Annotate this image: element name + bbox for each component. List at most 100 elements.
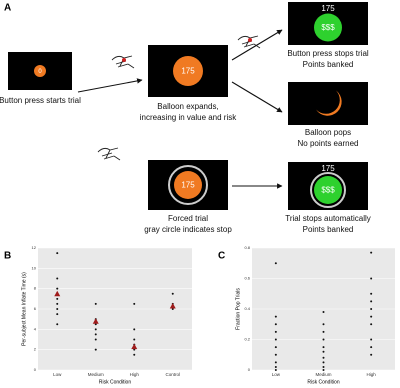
stop-ring — [310, 172, 346, 208]
data-point — [274, 361, 277, 364]
data-point — [56, 313, 59, 316]
balloon-value: $$$ — [321, 23, 335, 32]
data-point — [56, 297, 59, 300]
data-point — [322, 330, 325, 333]
mean-marker — [92, 318, 99, 324]
data-point — [370, 251, 373, 254]
data-point — [274, 346, 277, 349]
balloon — [174, 171, 202, 199]
data-point — [56, 277, 59, 280]
data-point — [370, 300, 373, 303]
x-tick-label: Medium — [88, 372, 104, 377]
hand-icon — [97, 147, 121, 161]
arrows — [77, 29, 283, 189]
caption: Forced trial — [168, 214, 208, 223]
panel-label: C — [218, 251, 225, 262]
balloon — [34, 65, 46, 77]
y-tick-label: 8 — [34, 286, 37, 291]
data-point — [322, 361, 325, 364]
x-tick-label: High — [130, 372, 140, 377]
caption: No points earned — [298, 139, 359, 148]
y-tick-label: 4 — [34, 326, 37, 331]
data-point — [94, 328, 97, 331]
y-tick-label: 0.6 — [244, 276, 250, 281]
arrow — [231, 81, 283, 113]
screen-top-value: 175 — [321, 4, 335, 13]
caption: Points banked — [303, 225, 354, 234]
y-tick-label: 12 — [32, 245, 37, 250]
caption: Balloon pops — [305, 128, 351, 137]
x-axis-label: Risk Condition — [307, 379, 339, 385]
panel-label: A — [4, 3, 11, 14]
y-axis-label: Fraction Pop Trials — [235, 288, 241, 330]
data-point — [94, 323, 97, 326]
stop-ring — [168, 165, 208, 205]
y-tick-label: 0.8 — [244, 245, 250, 250]
data-point — [171, 292, 174, 295]
y-tick-label: 0.4 — [244, 306, 250, 311]
data-point — [94, 348, 97, 351]
data-point — [274, 353, 277, 356]
balloon — [314, 176, 342, 204]
hand-icon — [111, 55, 135, 69]
data-point — [274, 330, 277, 333]
data-point — [370, 315, 373, 318]
data-point — [370, 292, 373, 295]
data-point — [274, 365, 277, 368]
data-point — [322, 350, 325, 353]
caption: Points banked — [303, 60, 354, 69]
data-point — [322, 369, 325, 371]
x-axis-label: Risk Condition — [99, 379, 131, 385]
caption: gray circle indicates stop — [144, 225, 232, 234]
balloon-value: $$$ — [321, 186, 335, 195]
data-point — [274, 338, 277, 341]
data-point — [322, 346, 325, 349]
data-point — [133, 353, 136, 356]
data-point — [133, 302, 136, 305]
x-tick-label: Control — [165, 372, 180, 377]
caption: Button press stops trial — [287, 49, 369, 58]
mean-marker — [131, 343, 138, 350]
data-point — [370, 308, 373, 310]
data-point — [322, 338, 325, 341]
balloon-value: 0 — [38, 69, 42, 75]
data-point — [56, 252, 59, 255]
data-point — [322, 365, 325, 368]
data-point — [171, 308, 174, 310]
data-point — [370, 338, 373, 341]
balloon — [314, 13, 342, 42]
data-point — [94, 338, 97, 341]
x-tick-label: High — [367, 372, 377, 377]
data-point — [370, 277, 373, 280]
data-point — [94, 333, 97, 336]
panel-label: B — [4, 251, 11, 262]
screen-top-value: 175 — [321, 164, 335, 173]
data-point — [56, 302, 59, 305]
screen — [288, 82, 368, 125]
y-tick-label: 0 — [248, 367, 251, 372]
y-axis-label: Per-subject Mean Inflate Time (s) — [21, 272, 27, 346]
data-point — [56, 287, 59, 290]
balloon — [173, 56, 203, 86]
arrow — [231, 29, 283, 61]
arrow — [77, 78, 143, 93]
data-point — [322, 356, 325, 359]
y-tick-label: 10 — [32, 265, 37, 270]
y-tick-label: 2 — [34, 347, 37, 352]
data-point — [322, 311, 325, 314]
data-point — [133, 328, 136, 331]
hand-icon — [237, 35, 261, 49]
x-tick-label: Low — [272, 372, 281, 377]
data-point — [322, 323, 325, 326]
data-point — [274, 315, 277, 318]
data-point — [370, 323, 373, 326]
x-tick-label: Low — [53, 372, 62, 377]
mean-marker — [169, 302, 176, 309]
data-point — [370, 346, 373, 349]
balloon-value: 175 — [181, 181, 195, 190]
data-point — [133, 338, 136, 341]
data-point — [370, 353, 373, 356]
mean-marker — [54, 290, 61, 297]
y-tick-label: 0 — [34, 367, 37, 372]
